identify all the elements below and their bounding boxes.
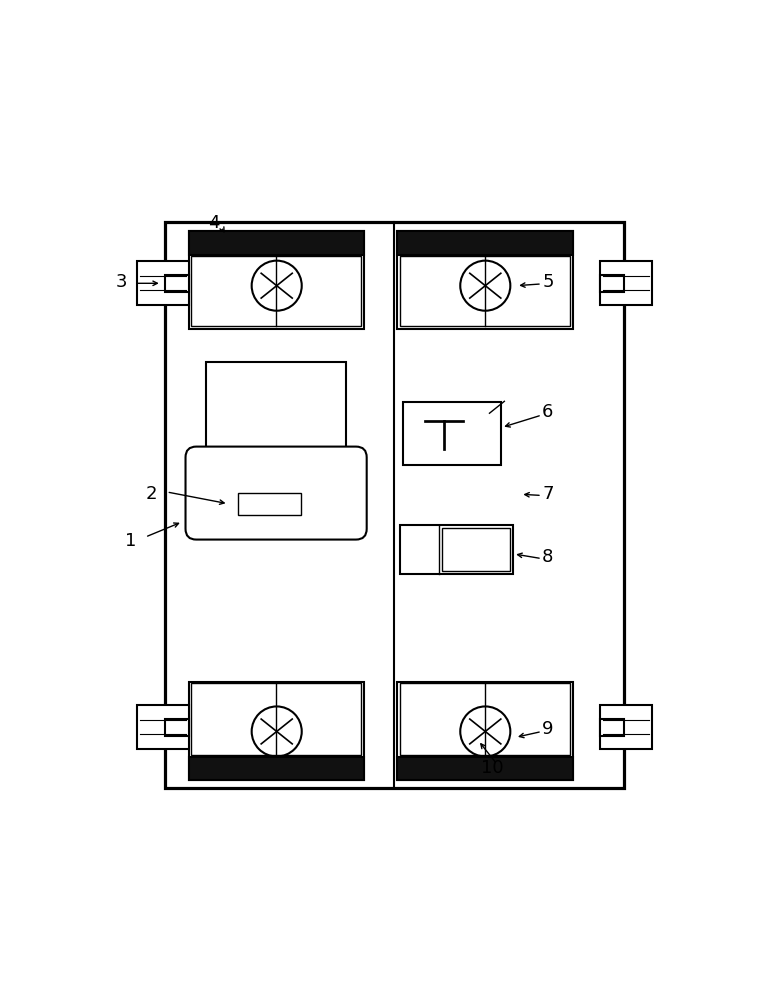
- Bar: [400, 256, 570, 326]
- Text: 4: 4: [208, 214, 220, 232]
- Bar: [397, 757, 573, 780]
- Bar: [188, 682, 365, 780]
- Text: 3: 3: [116, 273, 128, 291]
- Bar: [165, 719, 189, 736]
- Text: 6: 6: [542, 403, 554, 421]
- Text: 7: 7: [542, 485, 554, 503]
- Text: 9: 9: [542, 720, 554, 738]
- Bar: [441, 528, 511, 571]
- Bar: [600, 719, 624, 736]
- Bar: [188, 231, 365, 329]
- Text: 5: 5: [542, 273, 554, 291]
- Bar: [165, 275, 189, 292]
- Bar: [397, 682, 573, 780]
- Bar: [403, 402, 501, 465]
- Bar: [600, 261, 652, 305]
- Text: 2: 2: [145, 485, 157, 503]
- Bar: [137, 261, 189, 305]
- Bar: [137, 705, 189, 749]
- Bar: [600, 705, 652, 749]
- Bar: [191, 256, 361, 326]
- Bar: [400, 525, 514, 574]
- Bar: [238, 493, 301, 515]
- FancyBboxPatch shape: [185, 447, 367, 540]
- Bar: [206, 362, 346, 466]
- Text: 8: 8: [542, 548, 554, 566]
- Bar: [400, 683, 570, 755]
- Text: 1: 1: [125, 532, 136, 550]
- Bar: [191, 683, 361, 755]
- Bar: [188, 757, 365, 780]
- Bar: [188, 231, 365, 255]
- Bar: [397, 231, 573, 255]
- Bar: [165, 222, 624, 788]
- Bar: [397, 231, 573, 329]
- Bar: [600, 275, 624, 292]
- Text: 10: 10: [481, 759, 504, 777]
